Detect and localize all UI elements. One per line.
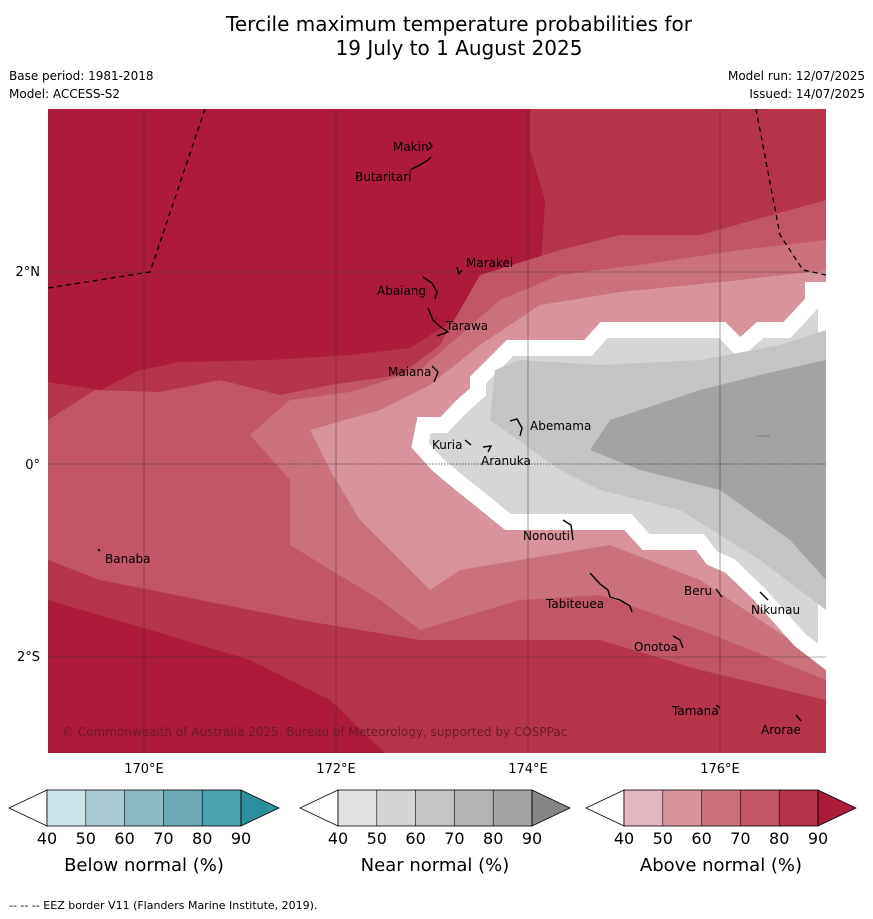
eez-border — [48, 109, 826, 289]
title-line-1: Tercile maximum temperature probabilitie… — [226, 12, 692, 36]
colorbar-cell — [779, 790, 818, 826]
colorbar-tick: 60 — [114, 829, 134, 848]
colorbar-tick: 70 — [444, 829, 464, 848]
place-label-makin: Makin — [393, 140, 429, 154]
colorbar-0: 40 50 60 70 80 90 Below normal (%) — [8, 789, 280, 876]
colorbar-max-arrow — [531, 789, 571, 827]
model-name: Model: ACCESS-S2 — [9, 87, 121, 101]
axis-labels: 170°E 172°E 174°E 176°E 2°N 0° 2°S — [16, 265, 740, 777]
colorbar-cell — [415, 790, 455, 826]
colorbar-cell — [163, 790, 203, 826]
place-label-nikunau: Nikunau — [751, 603, 800, 617]
lon-label: 170°E — [124, 762, 164, 777]
place-label-aranuka: Aranuka — [481, 454, 531, 468]
place-label-arorae: Arorae — [761, 723, 801, 737]
lon-label: 172°E — [316, 762, 356, 777]
colorbar-tick: 70 — [153, 829, 173, 848]
colorbar-cell — [701, 790, 741, 826]
eez-footer-note: -- -- -- EEZ border V11 (Flanders Marine… — [9, 899, 318, 912]
colorbar-tick: 40 — [614, 829, 634, 848]
colorbar-cell — [47, 790, 86, 826]
colorbar-tick: 60 — [405, 829, 425, 848]
colorbar-cell — [85, 790, 125, 826]
place-label-tamana: Tamana — [671, 704, 719, 718]
colorbar-title: Below normal (%) — [64, 855, 224, 876]
near-normal-70 — [590, 360, 826, 580]
colorbar-min-arrow — [585, 789, 625, 827]
colorbar-tick: 80 — [483, 829, 503, 848]
colorbar-min-arrow — [299, 789, 339, 827]
colorbar-max-arrow — [817, 789, 857, 827]
place-label-maiana: Maiana — [388, 365, 431, 379]
colorbar-tick: 50 — [367, 829, 387, 848]
meta-left: Base period: 1981-2018 Model: ACCESS-S2 — [9, 67, 154, 103]
colorbar-tick: 40 — [37, 829, 57, 848]
colorbar-cell — [624, 790, 663, 826]
islands — [97, 141, 802, 722]
colorbar-max-arrow — [240, 789, 280, 827]
colorbar-tick: 40 — [328, 829, 348, 848]
place-label-tarawa: Tarawa — [445, 319, 488, 333]
issued-date: Issued: 14/07/2025 — [749, 87, 865, 101]
lat-label: 0° — [25, 458, 40, 473]
lon-label: 176°E — [700, 762, 740, 777]
colorbar-title: Near normal (%) — [361, 855, 510, 876]
colorbar-cell — [493, 790, 532, 826]
colorbar-tick: 50 — [76, 829, 96, 848]
place-label-kuria: Kuria — [432, 438, 463, 452]
colorbar-2: 40 50 60 70 80 90 Above normal (%) — [585, 789, 857, 876]
map-area: Makin Butaritari Marakei Abaiang Tarawa Maian… — [48, 109, 826, 753]
place-label-nonouti: Nonouti — [523, 529, 570, 543]
colorbar-cell — [338, 790, 377, 826]
place-label-tabiteuea: Tabiteuea — [545, 597, 604, 611]
colorbar-tick: 70 — [730, 829, 750, 848]
colorbar-tick: 60 — [691, 829, 711, 848]
colorbar-tick: 90 — [231, 829, 251, 848]
colorbar-cell — [124, 790, 164, 826]
colorbar-frame — [46, 789, 242, 827]
colorbar-cell — [740, 790, 780, 826]
model-run: Model run: 12/07/2025 — [727, 69, 865, 83]
colorbar-tick: 90 — [808, 829, 828, 848]
place-label-abaiang: Abaiang — [377, 284, 426, 298]
meta-right: Model run: 12/07/2025 Issued: 14/07/2025 — [728, 67, 865, 103]
colorbar-cell — [454, 790, 494, 826]
place-labels: Makin Butaritari Marakei Abaiang Tarawa Maian… — [105, 140, 801, 737]
lat-label: 2°S — [17, 650, 40, 665]
colorbar-cell — [202, 790, 241, 826]
place-label-abemama: Abemama — [530, 419, 591, 433]
place-label-beru: Beru — [684, 584, 712, 598]
place-label-banaba: Banaba — [105, 552, 151, 566]
place-label-butaritari: Butaritari — [355, 170, 412, 184]
place-label-marakei: Marakei — [466, 256, 513, 270]
chart-title: Tercile maximum temperature probabilitie… — [0, 12, 873, 60]
colorbar-1: 40 50 60 70 80 90 Near normal (%) — [299, 789, 571, 876]
lon-label: 174°E — [508, 762, 548, 777]
colorbar-tick: 80 — [769, 829, 789, 848]
place-label-onotoa: Onotoa — [634, 640, 678, 654]
colorbar-title: Above normal (%) — [640, 855, 802, 876]
colorbars: 40 50 60 70 80 90 Below normal (%) 40 50 60 70 80 90… — [8, 789, 857, 876]
title-line-2: 19 July to 1 August 2025 — [335, 36, 583, 60]
colorbar-tick: 90 — [522, 829, 542, 848]
colorbar-cell — [376, 790, 416, 826]
colorbar-tick: 50 — [653, 829, 673, 848]
colorbar-frame — [623, 789, 819, 827]
colorbar-cell — [662, 790, 702, 826]
copyright-text: © Commonwealth of Australia 2025, Bureau… — [62, 725, 567, 739]
colorbar-frame — [337, 789, 533, 827]
graticule — [48, 109, 826, 753]
base-period: Base period: 1981-2018 — [9, 69, 154, 83]
colorbar-tick: 80 — [192, 829, 212, 848]
lat-label: 2°N — [16, 265, 41, 280]
colorbar-min-arrow — [8, 789, 48, 827]
